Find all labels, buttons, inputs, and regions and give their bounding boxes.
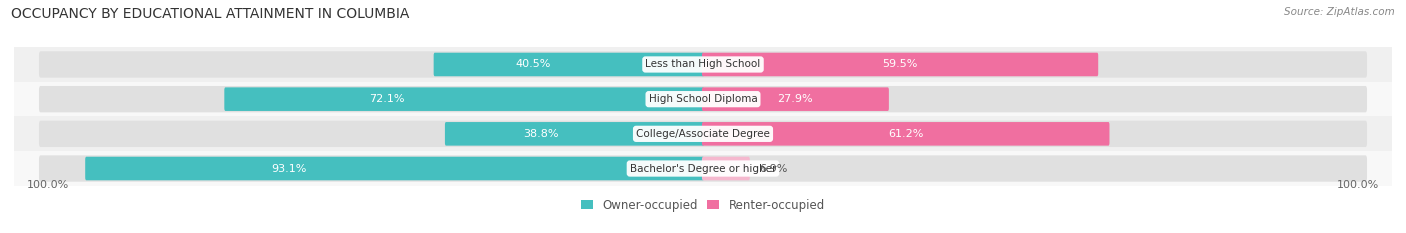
FancyBboxPatch shape	[702, 157, 749, 180]
Text: OCCUPANCY BY EDUCATIONAL ATTAINMENT IN COLUMBIA: OCCUPANCY BY EDUCATIONAL ATTAINMENT IN C…	[11, 7, 409, 21]
FancyBboxPatch shape	[39, 121, 1367, 147]
Text: 40.5%: 40.5%	[515, 59, 551, 69]
FancyBboxPatch shape	[702, 87, 889, 111]
Text: 38.8%: 38.8%	[523, 129, 558, 139]
Text: 72.1%: 72.1%	[368, 94, 404, 104]
Bar	[14, 151, 1392, 186]
Text: 100.0%: 100.0%	[1337, 180, 1379, 190]
FancyBboxPatch shape	[39, 86, 1367, 112]
Text: 93.1%: 93.1%	[271, 164, 307, 174]
Text: 6.9%: 6.9%	[759, 164, 787, 174]
Text: 61.2%: 61.2%	[889, 129, 924, 139]
FancyBboxPatch shape	[39, 51, 1367, 78]
FancyBboxPatch shape	[86, 157, 704, 180]
Text: Less than High School: Less than High School	[645, 59, 761, 69]
FancyBboxPatch shape	[702, 53, 1098, 76]
Text: 27.9%: 27.9%	[778, 94, 813, 104]
Text: High School Diploma: High School Diploma	[648, 94, 758, 104]
Legend: Owner-occupied, Renter-occupied: Owner-occupied, Renter-occupied	[581, 199, 825, 212]
Text: Source: ZipAtlas.com: Source: ZipAtlas.com	[1284, 7, 1395, 17]
FancyBboxPatch shape	[702, 122, 1109, 146]
FancyBboxPatch shape	[225, 87, 704, 111]
FancyBboxPatch shape	[444, 122, 704, 146]
Text: Bachelor's Degree or higher: Bachelor's Degree or higher	[630, 164, 776, 174]
Bar	[14, 47, 1392, 82]
Bar	[14, 82, 1392, 116]
FancyBboxPatch shape	[39, 155, 1367, 182]
Bar	[14, 116, 1392, 151]
Text: College/Associate Degree: College/Associate Degree	[636, 129, 770, 139]
Text: 100.0%: 100.0%	[27, 180, 69, 190]
Text: 59.5%: 59.5%	[883, 59, 918, 69]
FancyBboxPatch shape	[433, 53, 704, 76]
